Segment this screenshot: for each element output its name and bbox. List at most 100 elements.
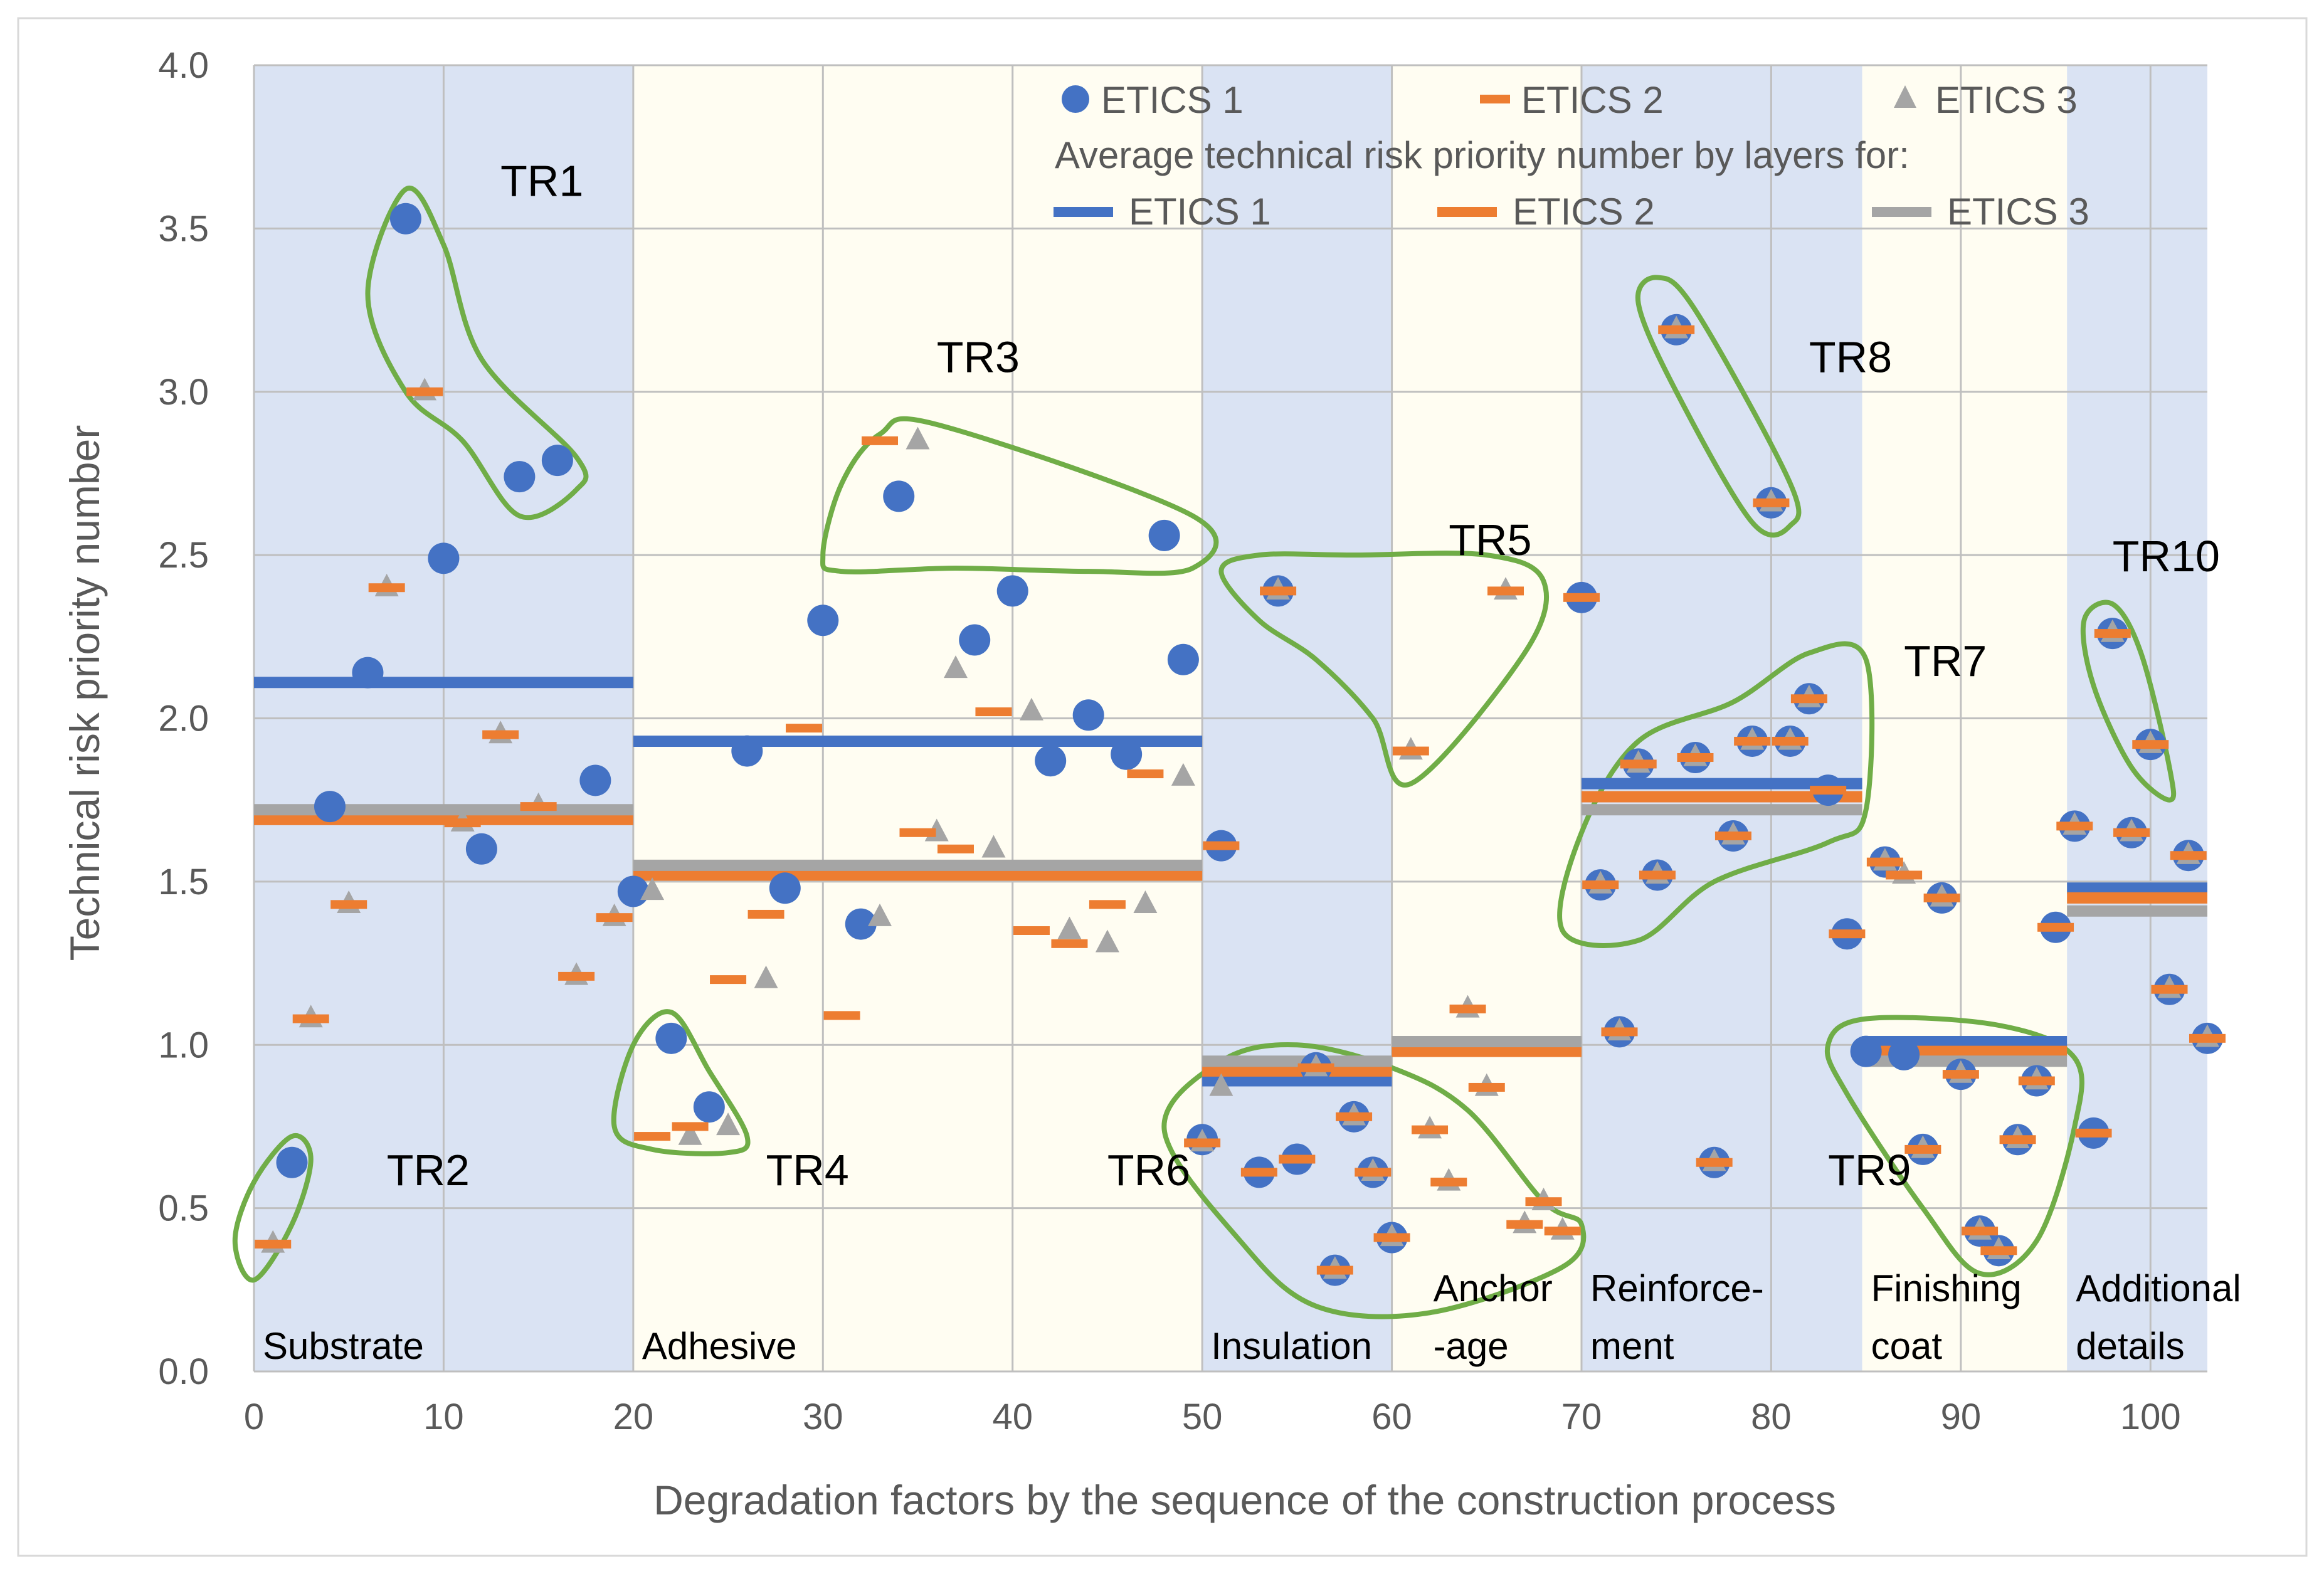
point-etics-2: [1563, 593, 1600, 602]
layer-label-finishing-coat: Finishing: [1871, 1267, 2022, 1309]
point-etics-2: [1449, 1004, 1486, 1013]
point-etics-2: [1316, 1265, 1353, 1275]
y-axis-title: Technical risk priority number: [61, 425, 108, 961]
point-etics-2: [975, 707, 1012, 717]
point-etics-2: [2151, 985, 2188, 994]
point-etics-2: [1866, 857, 1903, 867]
point-etics-2: [406, 387, 443, 396]
x-tick-label: 90: [1941, 1397, 1982, 1437]
point-etics-2: [330, 900, 367, 909]
x-tick-label: 50: [1182, 1397, 1223, 1437]
cluster-label-tr10: TR10: [2113, 532, 2220, 581]
point-etics-1: [579, 764, 611, 796]
cluster-outline-tr6: [1161, 1042, 1587, 1319]
point-etics-2: [1772, 736, 1809, 746]
y-tick-label: 2.0: [158, 699, 209, 739]
point-etics-3: [1133, 890, 1158, 914]
point-etics-2: [2189, 1033, 2226, 1043]
legend-average-label-etics-3: ETICS 3: [1947, 191, 2089, 233]
x-tick-label: 70: [1561, 1397, 1602, 1437]
point-etics-3: [1057, 916, 1082, 939]
point-etics-2: [1923, 893, 1960, 902]
point-etics-1: [617, 875, 649, 907]
point-etics-3: [943, 655, 968, 679]
risk-clusters: [232, 186, 2177, 1319]
legend-average-label-etics-2: ETICS 2: [1513, 191, 1655, 233]
point-etics-2: [1790, 694, 1827, 704]
point-etics-2: [255, 1239, 292, 1249]
point-etics-1: [465, 833, 497, 865]
point-etics-2: [1980, 1246, 2017, 1255]
point-etics-1: [996, 575, 1028, 607]
cluster-outline-tr7: [1557, 641, 1875, 948]
point-etics-3: [1209, 1073, 1233, 1096]
point-etics-2: [1620, 759, 1657, 769]
point-etics-2: [2170, 851, 2207, 860]
point-etics-1: [389, 203, 421, 235]
point-etics-1: [1111, 738, 1143, 770]
point-etics-2: [862, 436, 899, 445]
point-etics-1: [428, 542, 460, 574]
cluster-label-tr4: TR4: [766, 1146, 849, 1195]
point-etics-1: [1035, 745, 1067, 777]
cluster-outline-tr2: [232, 1133, 314, 1283]
x-tick-label: 30: [803, 1397, 843, 1437]
point-etics-2: [1297, 1063, 1334, 1072]
point-etics-2: [1658, 325, 1695, 334]
point-etics-1: [1167, 643, 1199, 675]
x-tick-label: 10: [423, 1397, 464, 1437]
legend-marker-etics-1: [1062, 85, 1089, 113]
y-tick-label: 3.5: [158, 208, 209, 249]
point-etics-2: [1013, 926, 1050, 935]
point-etics-3: [754, 965, 778, 988]
y-tick-label: 1.0: [158, 1025, 209, 1065]
cluster-labels: TR1 TR2 TR3 TR4 TR5 TR6 TR7 TR8 TR9 TR10: [387, 156, 2220, 1195]
point-etics-2: [786, 724, 823, 733]
layer-label-anchorage: -age: [1434, 1325, 1509, 1367]
point-etics-1: [276, 1146, 308, 1178]
axes: Degradation factors by the sequence of t…: [61, 425, 1836, 1523]
cluster-label-tr2: TR2: [387, 1146, 470, 1195]
cluster-outline-tr1: [365, 186, 589, 520]
point-etics-2: [2018, 1076, 2055, 1085]
legend-label-etics-1: ETICS 1: [1101, 79, 1244, 121]
x-tick-label: 0: [244, 1397, 264, 1437]
point-etics-2: [2037, 922, 2074, 932]
point-etics-2: [1279, 1154, 1316, 1164]
point-etics-3: [1095, 929, 1119, 953]
point-etics-3: [678, 1122, 702, 1145]
x-tick-label: 60: [1371, 1397, 1412, 1437]
point-etics-3: [1019, 697, 1043, 721]
point-etics-1: [807, 605, 839, 636]
point-etics-2: [1127, 769, 1164, 779]
cluster-outline-tr8: [1635, 275, 1802, 538]
legend-average-heading: Average technical risk priority number b…: [1055, 134, 1909, 176]
point-etics-3: [640, 877, 665, 901]
y-tick-label: 0.0: [158, 1351, 209, 1392]
point-etics-2: [292, 1014, 329, 1023]
layer-label-finishing-coat: coat: [1871, 1325, 1943, 1367]
legend-marker-etics-3: [1894, 85, 1916, 108]
point-etics-1: [883, 480, 915, 512]
point-etics-2: [558, 971, 595, 981]
layer-label-additional-details: Additional: [2076, 1267, 2241, 1309]
cluster-outline-tr4: [611, 1009, 751, 1156]
point-etics-1: [1888, 1038, 1920, 1070]
point-etics-2: [1999, 1135, 2036, 1144]
y-tick-label: 0.5: [158, 1188, 209, 1229]
point-etics-1: [655, 1022, 687, 1054]
x-axis-title: Degradation factors by the sequence of t…: [653, 1477, 1836, 1523]
legend-label-etics-3: ETICS 3: [1935, 79, 2078, 121]
point-etics-2: [1753, 498, 1790, 507]
point-etics-2: [444, 818, 481, 828]
cluster-label-tr8: TR8: [1809, 333, 1892, 382]
layer-label-substrate: Substrate: [263, 1325, 424, 1367]
point-etics-2: [1904, 1144, 1941, 1154]
point-etics-2: [368, 583, 405, 593]
layer-labels: Substrate Adhesive Insulation Anchor -age Rei…: [263, 1267, 2241, 1367]
point-etics-2: [1942, 1070, 1979, 1079]
point-etics-1: [541, 445, 573, 477]
point-etics-2: [2094, 629, 2131, 638]
layer-label-insulation: Insulation: [1211, 1325, 1372, 1367]
